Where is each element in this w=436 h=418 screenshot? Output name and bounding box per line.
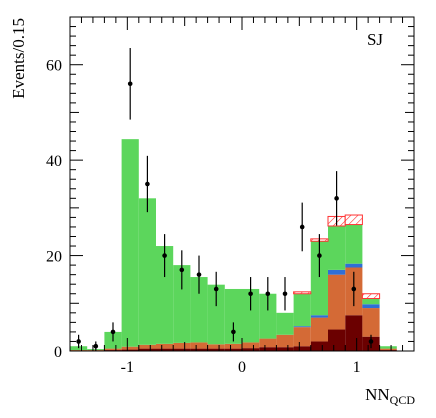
histogram-bar	[156, 343, 174, 349]
histogram-bar	[345, 224, 363, 264]
histogram-bar	[293, 291, 312, 295]
corner-label: SJ	[367, 30, 383, 49]
histogram-bar	[138, 348, 156, 351]
data-point	[110, 329, 116, 335]
histogram-bar	[259, 338, 277, 348]
y-tick-label: 0	[54, 344, 62, 361]
histogram-bar	[259, 293, 277, 339]
histogram-bar	[310, 315, 328, 318]
x-axis-label-subscript: QCD	[390, 393, 416, 407]
histogram-bar	[156, 246, 174, 344]
y-tick-label: 60	[46, 58, 62, 75]
data-point	[282, 291, 288, 297]
histogram-bar	[293, 293, 311, 327]
data-point	[213, 286, 219, 292]
histogram-bar	[361, 293, 381, 300]
histogram-bar	[224, 348, 242, 351]
histogram-bar	[362, 304, 380, 309]
data-point	[93, 343, 99, 349]
y-tick-label: 20	[46, 249, 62, 266]
histogram-bar	[276, 347, 294, 351]
histogram-bar	[121, 349, 139, 351]
histogram-bar	[190, 277, 208, 343]
histogram-bar	[328, 225, 346, 270]
histogram-bar	[259, 347, 277, 351]
histogram-bar	[138, 198, 156, 345]
x-axis-label-main: NN	[365, 385, 390, 404]
axis-ticks	[69, 16, 415, 352]
histogram-bar	[242, 288, 260, 343]
histogram-bar	[276, 312, 294, 335]
data-point	[317, 253, 322, 258]
histogram-bar	[293, 327, 311, 347]
x-tick-label: 0	[238, 359, 246, 376]
histogram-bar	[173, 265, 191, 343]
histogram-bar	[362, 308, 380, 337]
histogram-bar	[328, 269, 346, 275]
histogram-bar	[190, 342, 208, 349]
y-axis-label: Events/0.15	[9, 18, 28, 99]
histogram-bar	[121, 346, 139, 350]
histogram-bar	[328, 329, 346, 351]
histogram-stack	[70, 139, 397, 351]
histogram-bar	[104, 348, 122, 351]
data-point	[299, 224, 305, 230]
histogram-bar	[173, 342, 191, 349]
x-tick-label: -1	[121, 359, 134, 376]
histogram-bar	[121, 139, 139, 347]
histogram-bar	[293, 326, 311, 328]
histogram-bar	[310, 341, 328, 351]
data-point	[351, 286, 357, 292]
data-point	[368, 339, 374, 344]
histogram-bar	[224, 288, 242, 344]
histogram-bar	[276, 334, 294, 348]
histogram-bar	[242, 348, 260, 351]
histogram-bar	[345, 315, 363, 351]
histogram-bar	[345, 263, 363, 268]
histogram-bar	[207, 284, 225, 345]
histogram-bar	[344, 214, 363, 226]
data-points	[76, 48, 374, 351]
histogram-bar	[310, 241, 328, 316]
histogram-bar	[173, 348, 191, 351]
histogram-bar	[328, 274, 346, 330]
data-point	[162, 253, 167, 258]
data-point	[179, 267, 185, 273]
x-tick-label: 1	[353, 359, 361, 376]
x-axis-label: NNQCD	[365, 385, 415, 407]
y-tick-label: 40	[46, 153, 62, 170]
histogram-bar	[242, 342, 260, 349]
histogram-bar	[362, 298, 380, 305]
data-point	[248, 291, 253, 297]
histogram-bar	[379, 348, 397, 351]
data-point	[334, 196, 339, 201]
histogram-bar	[293, 346, 311, 351]
histogram-bar	[310, 317, 328, 342]
histogram-bar	[379, 346, 397, 349]
histogram-bar	[207, 344, 225, 349]
histogram-bar	[207, 348, 225, 351]
data-point	[76, 339, 81, 344]
histogram-bar	[138, 344, 156, 349]
histogram-bar	[156, 348, 174, 351]
data-point	[127, 81, 133, 87]
histogram-bar	[190, 348, 208, 351]
data-point	[231, 329, 236, 335]
data-point	[145, 181, 150, 187]
histogram-bar	[224, 343, 242, 349]
data-point	[265, 291, 271, 297]
data-point	[196, 272, 202, 277]
